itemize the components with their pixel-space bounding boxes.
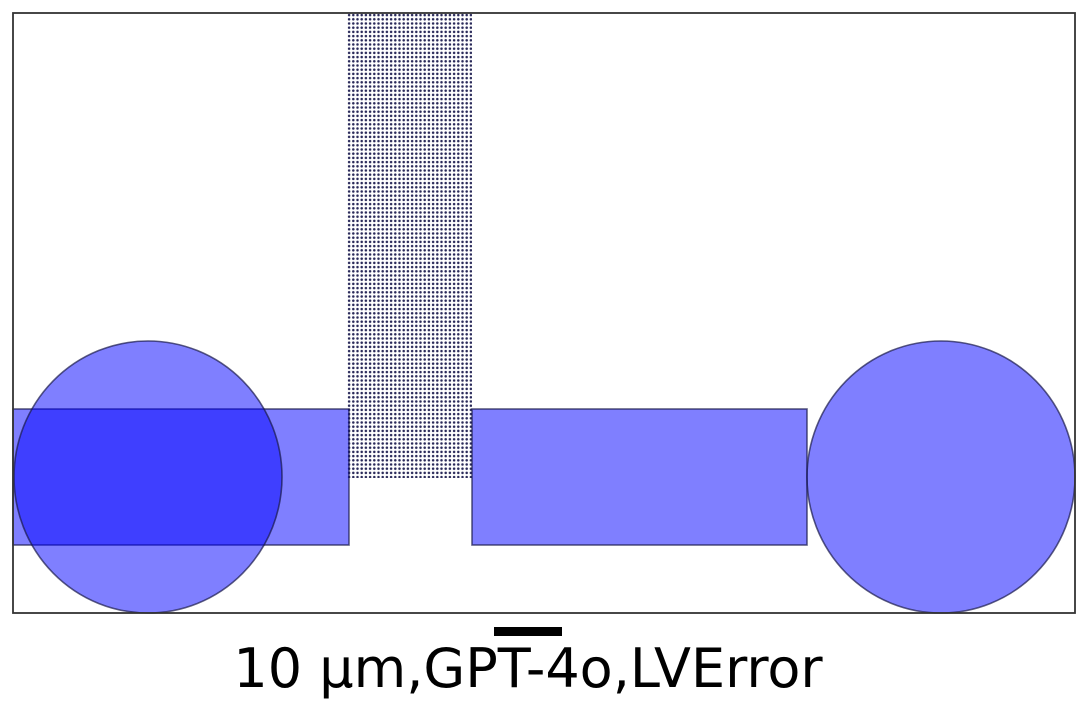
caption-text: 10 µm,GPT-4o,LVError <box>233 637 823 700</box>
right-rectangle <box>471 408 808 546</box>
right-circle <box>806 340 1076 614</box>
left-circle <box>13 340 283 614</box>
dotted-channel <box>347 13 472 478</box>
plot-frame <box>12 12 1076 614</box>
scale-bar <box>494 627 562 636</box>
